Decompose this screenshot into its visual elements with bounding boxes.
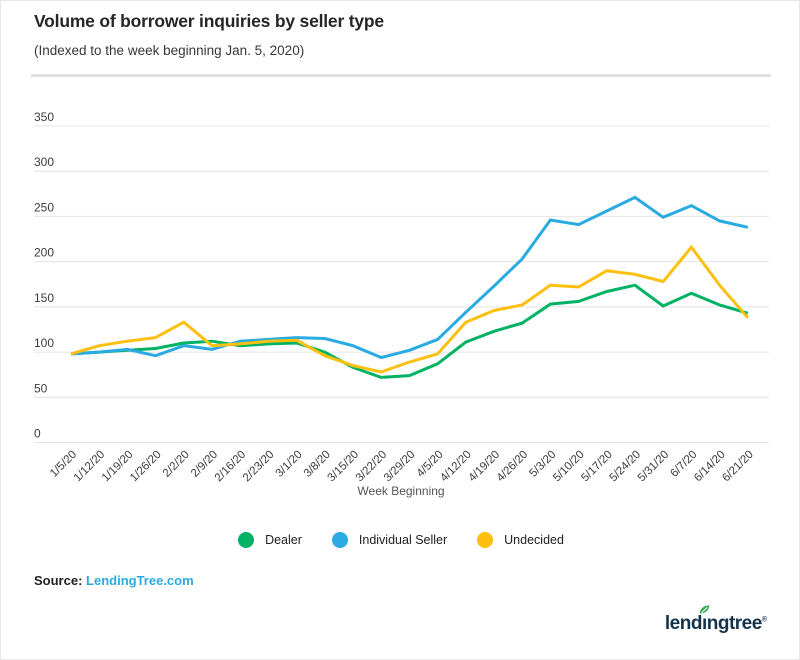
series-line-undecided — [70, 244, 749, 374]
legend-label: Dealer — [265, 533, 302, 547]
source-link[interactable]: LendingTree.com — [86, 573, 194, 588]
legend-item-undecided: Undecided — [477, 532, 564, 548]
divider — [31, 74, 771, 77]
legend-dot-icon — [238, 532, 255, 548]
x-tick-label: 3/29/20 — [382, 449, 418, 485]
chart-legend: Dealer Individual Seller Undecided — [1, 532, 799, 548]
series-line-individual-seller — [70, 195, 749, 360]
x-tick-label: 4/26/20 — [495, 449, 531, 485]
logo-text-post: ngtree — [706, 613, 763, 634]
registered-mark: ® — [761, 616, 767, 624]
legend-dot-icon — [477, 532, 494, 548]
legend-label: Undecided — [504, 533, 564, 547]
y-tick-label: 250 — [34, 200, 54, 214]
page-subtitle: (Indexed to the week beginning Jan. 5, 2… — [34, 43, 305, 58]
x-tick-label: 2/23/20 — [241, 449, 277, 485]
y-tick-label: 350 — [34, 110, 54, 124]
y-tick-label: 300 — [34, 155, 54, 169]
source-label: Source: — [34, 573, 83, 588]
x-tick-label: 6/21/20 — [720, 449, 756, 485]
x-axis-title: Week Beginning — [357, 484, 444, 498]
y-tick-label: 200 — [34, 246, 54, 260]
y-tick-label: 150 — [34, 291, 54, 305]
x-tick-label: 2/2/20 — [161, 449, 192, 480]
logo-text-pre: lend — [664, 613, 703, 634]
lendingtree-logo: lend ıngtree® — [664, 604, 767, 635]
legend-item-dealer: Dealer — [238, 532, 302, 548]
x-tick-label: 3/1/20 — [274, 449, 305, 480]
y-tick-label: 50 — [34, 381, 48, 395]
legend-dot-icon — [331, 532, 348, 548]
x-tick-label: 5/31/20 — [636, 449, 672, 485]
source-line: Source: LendingTree.com — [34, 573, 194, 588]
page-title: Volume of borrower inquiries by seller t… — [34, 11, 384, 31]
line-chart: 0501001502002503003501/5/201/12/201/19/2… — [34, 110, 769, 498]
logo-letter-i: ı — [699, 604, 710, 635]
y-tick-label: 0 — [34, 427, 41, 441]
y-tick-label: 100 — [34, 336, 54, 350]
legend-label: Individual Seller — [358, 533, 448, 547]
legend-item-individual-seller: Individual Seller — [331, 532, 448, 548]
series-line-dealer — [70, 283, 749, 379]
x-tick-label: 1/26/20 — [128, 449, 164, 485]
